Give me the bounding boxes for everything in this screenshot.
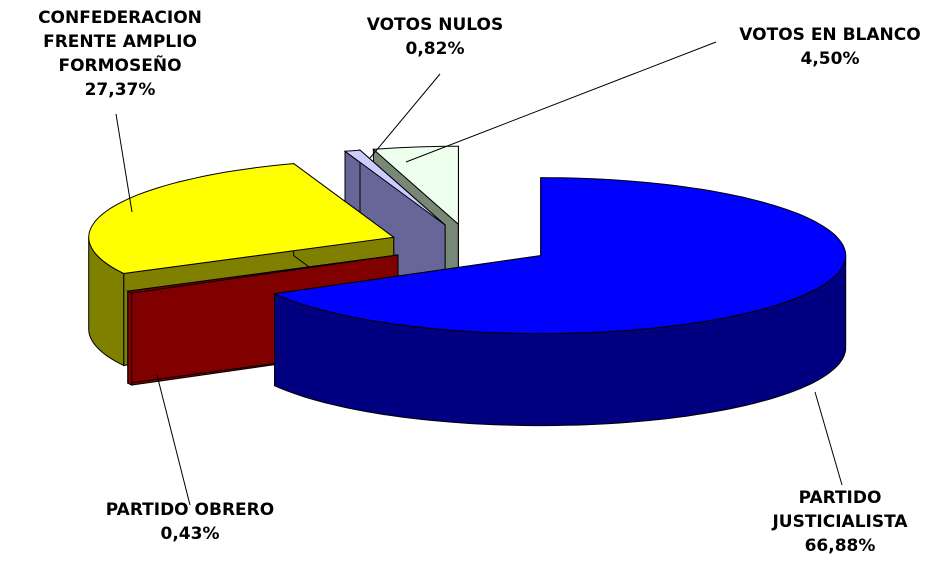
slice-label: PARTIDO JUSTICIALISTA 66,88% bbox=[750, 486, 930, 558]
slice-top bbox=[126, 254, 398, 294]
pie-slice bbox=[272, 177, 847, 427]
slice-label: CONFEDERACION FRENTE AMPLIO FORMOSEÑO 27… bbox=[0, 6, 240, 102]
leader-line bbox=[369, 73, 441, 159]
value-label: 0,82% bbox=[405, 39, 465, 59]
leader-line bbox=[156, 374, 191, 506]
value-label: 4,50% bbox=[800, 49, 860, 69]
leader-line bbox=[115, 113, 133, 213]
slice-top bbox=[343, 149, 446, 226]
category-label: PARTIDO JUSTICIALISTA bbox=[772, 488, 908, 532]
category-label: PARTIDO OBRERO bbox=[105, 500, 275, 520]
value-label: 27,37% bbox=[84, 80, 156, 100]
slice-label: PARTIDO OBRERO 0,43% bbox=[60, 498, 320, 546]
slice-label: VOTOS EN BLANCO 4,50% bbox=[710, 23, 950, 71]
slice-outer-wall bbox=[127, 290, 133, 386]
category-label: CONFEDERACION FRENTE AMPLIO FORMOSEÑO bbox=[38, 8, 202, 76]
leader-lines bbox=[115, 41, 843, 506]
slice-label: VOTOS NULOS 0,82% bbox=[340, 13, 530, 61]
slice-top bbox=[88, 163, 395, 275]
leader-line bbox=[814, 391, 843, 486]
slice-top bbox=[372, 145, 459, 226]
leader-line bbox=[405, 41, 717, 163]
category-label: VOTOS NULOS bbox=[366, 15, 504, 35]
value-label: 66,88% bbox=[804, 536, 876, 556]
slice-top bbox=[272, 177, 847, 335]
value-label: 0,43% bbox=[160, 524, 220, 544]
category-label: VOTOS EN BLANCO bbox=[739, 25, 921, 45]
